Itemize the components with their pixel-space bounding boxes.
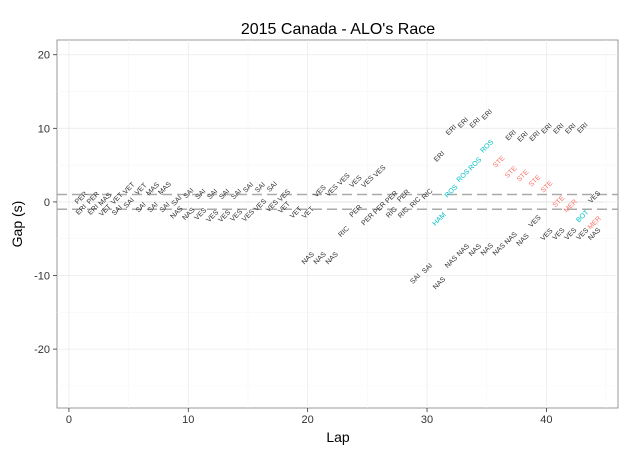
plot-panel [56,39,619,409]
x-axis-label: Lap [326,429,350,445]
y-tick-label: 20 [38,50,50,62]
chart-title: 2015 Canada - ALO's Race [241,21,435,38]
y-tick-label: -20 [34,344,50,356]
x-tick-label: 0 [66,414,72,426]
y-tick-label: 10 [38,123,50,135]
y-ticks: 20 10 0 -10 -20 [34,50,57,356]
x-ticks: 0 10 20 30 40 [66,408,553,426]
gridlines [57,40,618,408]
x-tick-label: 20 [302,414,314,426]
x-tick-label: 30 [421,414,433,426]
x-tick-label: 10 [182,414,194,426]
reference-lines [57,193,618,211]
x-tick-label: 40 [540,414,552,426]
y-tick-label: -10 [34,271,50,283]
y-tick-label: 0 [44,197,50,209]
y-axis-label: Gap (s) [9,201,25,248]
